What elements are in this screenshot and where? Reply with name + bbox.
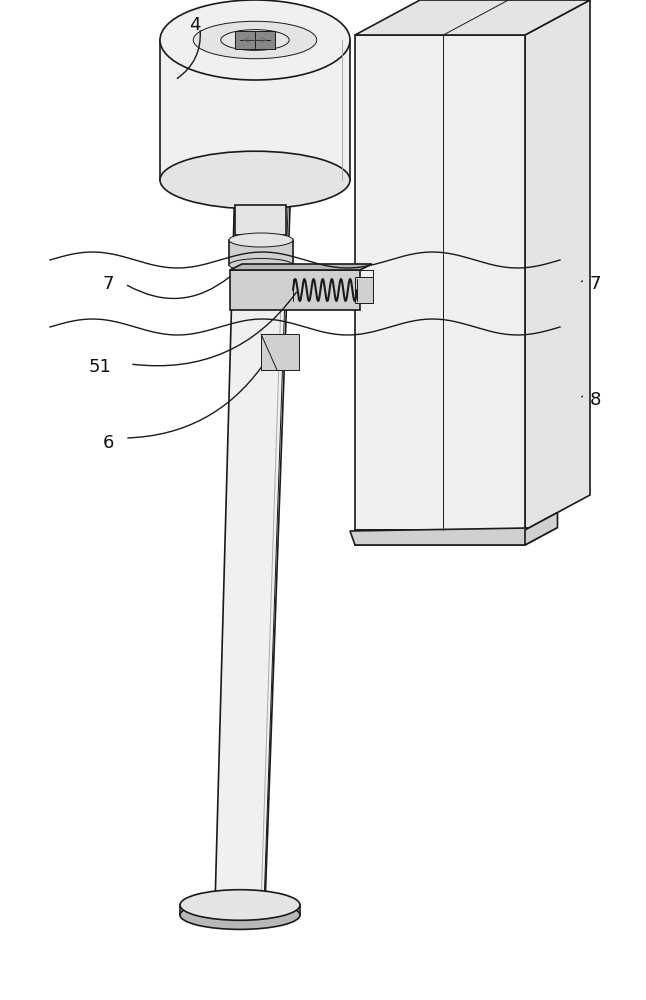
Polygon shape	[525, 512, 557, 545]
Polygon shape	[525, 0, 590, 530]
Text: 7: 7	[102, 275, 114, 293]
Polygon shape	[355, 530, 525, 545]
Polygon shape	[350, 528, 557, 545]
Ellipse shape	[180, 901, 300, 929]
Ellipse shape	[221, 30, 289, 50]
Text: 8: 8	[589, 391, 601, 409]
Polygon shape	[215, 180, 291, 905]
Polygon shape	[261, 334, 299, 370]
Polygon shape	[160, 40, 350, 180]
Polygon shape	[180, 905, 300, 915]
Polygon shape	[235, 205, 286, 235]
Polygon shape	[355, 0, 590, 35]
Ellipse shape	[229, 233, 293, 247]
Polygon shape	[230, 264, 372, 270]
Polygon shape	[229, 240, 293, 265]
Text: 4: 4	[189, 16, 201, 34]
Polygon shape	[230, 270, 360, 310]
Polygon shape	[355, 35, 525, 530]
Ellipse shape	[193, 21, 317, 59]
Ellipse shape	[160, 0, 350, 80]
Text: 51: 51	[89, 358, 112, 376]
Ellipse shape	[180, 890, 300, 920]
Ellipse shape	[229, 258, 293, 271]
Polygon shape	[235, 31, 275, 49]
Text: 7: 7	[589, 275, 601, 293]
Ellipse shape	[160, 151, 350, 209]
Text: 6: 6	[102, 434, 114, 452]
Polygon shape	[355, 277, 373, 303]
